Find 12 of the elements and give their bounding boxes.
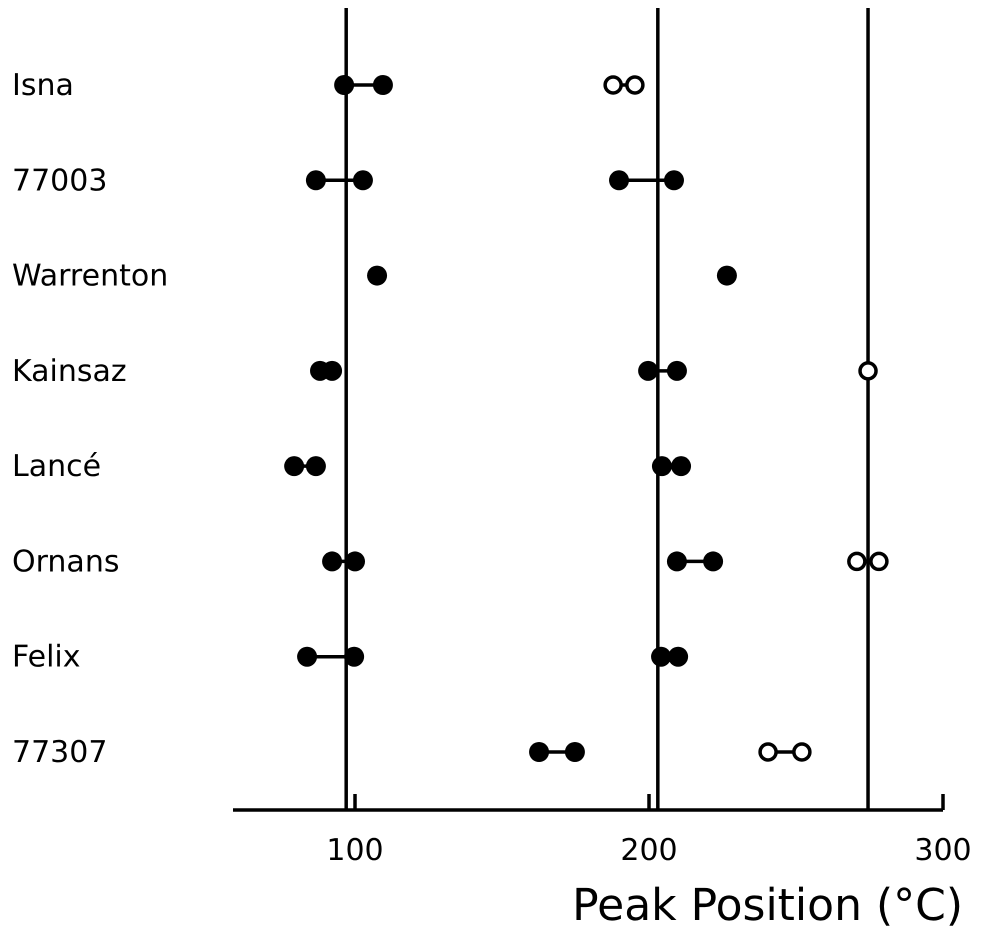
y-tick-label: Isna bbox=[12, 68, 74, 103]
y-tick-label: Ornans bbox=[12, 544, 120, 580]
y-tick-label: 77307 bbox=[12, 735, 108, 770]
x-tick-label: 300 bbox=[914, 833, 972, 868]
x-tick-label: 100 bbox=[326, 833, 384, 868]
y-tick-label: Lancé bbox=[12, 449, 102, 484]
y-tick-label: Kainsaz bbox=[12, 354, 127, 389]
x-axis-title: Peak Position (°C) bbox=[572, 880, 963, 931]
x-tick-label: 200 bbox=[620, 833, 678, 868]
y-tick-label: Felix bbox=[12, 640, 80, 675]
y-tick-label: Warrenton bbox=[12, 258, 168, 294]
y-tick-label: 77003 bbox=[12, 163, 108, 198]
